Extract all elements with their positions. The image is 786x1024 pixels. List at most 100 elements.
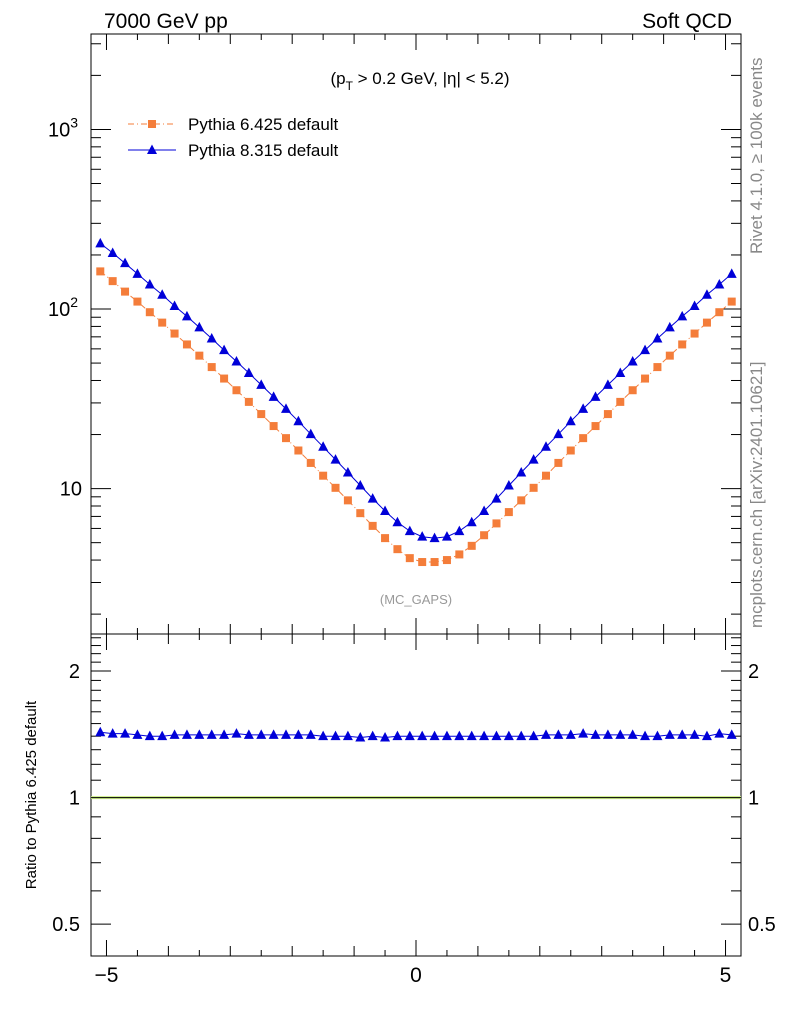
point-pythia8 — [491, 493, 502, 503]
point-pythia6 — [480, 531, 489, 540]
point-pythia8 — [454, 525, 465, 536]
point-pythia8 — [541, 441, 551, 451]
ratio-point-pythia8 — [95, 726, 106, 737]
point-pythia6 — [158, 318, 167, 327]
legend-entry-pythia6: Pythia 6.425 default — [128, 115, 339, 134]
ratio-point-pythia8 — [157, 730, 168, 741]
ratio-ytick-label-right: 0.5 — [748, 914, 776, 936]
ratio-line-pythia8 — [100, 731, 732, 739]
point-pythia8 — [367, 493, 378, 503]
point-pythia6 — [591, 422, 600, 431]
point-pythia6 — [306, 458, 315, 467]
point-pythia8 — [714, 278, 725, 289]
point-pythia8 — [565, 415, 576, 426]
point-pythia8 — [392, 516, 403, 527]
header-left: 7000 GeV pp — [104, 10, 228, 33]
ratio-point-pythia8 — [640, 730, 651, 741]
point-pythia6 — [257, 410, 266, 419]
ratio-point-pythia8 — [305, 729, 316, 739]
ratio-point-pythia8 — [726, 729, 737, 739]
ratio-point-pythia8 — [689, 729, 700, 739]
ratio-xtick-label: 5 — [720, 964, 732, 987]
ratio-point-pythia8 — [701, 730, 712, 741]
point-pythia8 — [528, 454, 539, 464]
point-pythia8 — [268, 391, 279, 401]
point-pythia6 — [381, 534, 390, 543]
point-pythia8 — [689, 300, 700, 310]
ratio-point-pythia8 — [330, 730, 341, 741]
main-panel: (pT > 0.2 GeV, |η| < 5.2) (MC_GAPS) Pyth… — [48, 33, 742, 635]
point-pythia6 — [220, 374, 229, 383]
point-pythia8 — [169, 300, 180, 310]
ratio-point-pythia8 — [256, 729, 267, 739]
legend-label-pythia6: Pythia 6.425 default — [188, 115, 339, 134]
legend-entry-pythia8: Pythia 8.315 default — [128, 141, 339, 160]
ratio-point-pythia8 — [243, 729, 254, 739]
point-pythia6 — [566, 446, 575, 455]
point-pythia6 — [244, 397, 253, 406]
ratio-frame — [90, 633, 742, 957]
point-pythia6 — [232, 386, 241, 395]
point-pythia6 — [455, 550, 464, 559]
main-ytick-label: 10 — [60, 479, 82, 501]
point-pythia6 — [121, 287, 130, 296]
point-pythia8 — [157, 289, 168, 299]
point-pythia8 — [615, 367, 626, 378]
point-pythia6 — [182, 340, 191, 349]
point-pythia8 — [701, 289, 712, 299]
side-label-mcplots: mcplots.cern.ch [arXiv:2401.10621] — [747, 362, 766, 628]
point-pythia6 — [529, 483, 538, 492]
ratio-xtick-label: −5 — [94, 964, 118, 987]
point-pythia8 — [194, 321, 205, 332]
point-pythia6 — [133, 297, 142, 306]
point-pythia8 — [144, 278, 155, 289]
point-pythia8 — [281, 403, 291, 413]
ratio-point-pythia8 — [219, 729, 230, 739]
point-pythia6 — [368, 521, 377, 530]
ratio-point-pythia8 — [541, 729, 551, 739]
ratio-point-pythia8 — [714, 728, 725, 738]
point-pythia8 — [479, 505, 490, 516]
main-ytick-label: 103 — [48, 114, 78, 141]
point-pythia8 — [516, 466, 527, 477]
ratio-point-pythia8 — [206, 729, 217, 739]
ratio-ytick-label-right: 2 — [748, 661, 759, 683]
point-pythia8 — [120, 257, 131, 268]
ratio-point-pythia8 — [441, 730, 452, 741]
point-pythia6 — [418, 558, 427, 567]
point-pythia8 — [219, 344, 230, 355]
point-pythia6 — [96, 267, 105, 276]
ratio-point-pythia8 — [664, 729, 675, 739]
point-pythia6 — [170, 329, 179, 338]
ratio-point-pythia8 — [281, 729, 291, 739]
analysis-label: (MC_GAPS) — [380, 592, 452, 607]
ratio-point-pythia8 — [516, 730, 527, 741]
ratio-point-pythia8 — [528, 730, 539, 741]
point-pythia8 — [243, 367, 254, 378]
point-pythia6 — [145, 308, 154, 317]
series-line-pythia8 — [99, 243, 733, 539]
point-pythia8 — [256, 379, 267, 389]
point-pythia8 — [380, 505, 391, 516]
ratio-point-pythia8 — [120, 728, 131, 738]
point-pythia6 — [579, 434, 588, 443]
point-pythia8 — [404, 525, 415, 536]
ratio-point-pythia8 — [578, 728, 589, 738]
point-pythia6 — [653, 363, 662, 372]
ratio-point-pythia8 — [132, 729, 143, 739]
legend-marker-square — [148, 120, 156, 128]
ratio-point-pythia8 — [181, 729, 192, 739]
point-pythia8 — [677, 310, 688, 321]
ratio-point-pythia8 — [454, 730, 465, 741]
point-pythia6 — [207, 363, 216, 372]
point-pythia8 — [602, 379, 613, 389]
point-pythia6 — [356, 509, 365, 518]
point-pythia8 — [231, 356, 242, 366]
point-pythia8 — [305, 428, 316, 439]
point-pythia8 — [627, 356, 638, 366]
ratio-point-pythia8 — [565, 729, 576, 739]
ratio-point-pythia8 — [615, 729, 626, 739]
point-pythia8 — [640, 344, 651, 355]
ratio-point-pythia8 — [194, 729, 205, 739]
point-pythia8 — [664, 321, 675, 332]
